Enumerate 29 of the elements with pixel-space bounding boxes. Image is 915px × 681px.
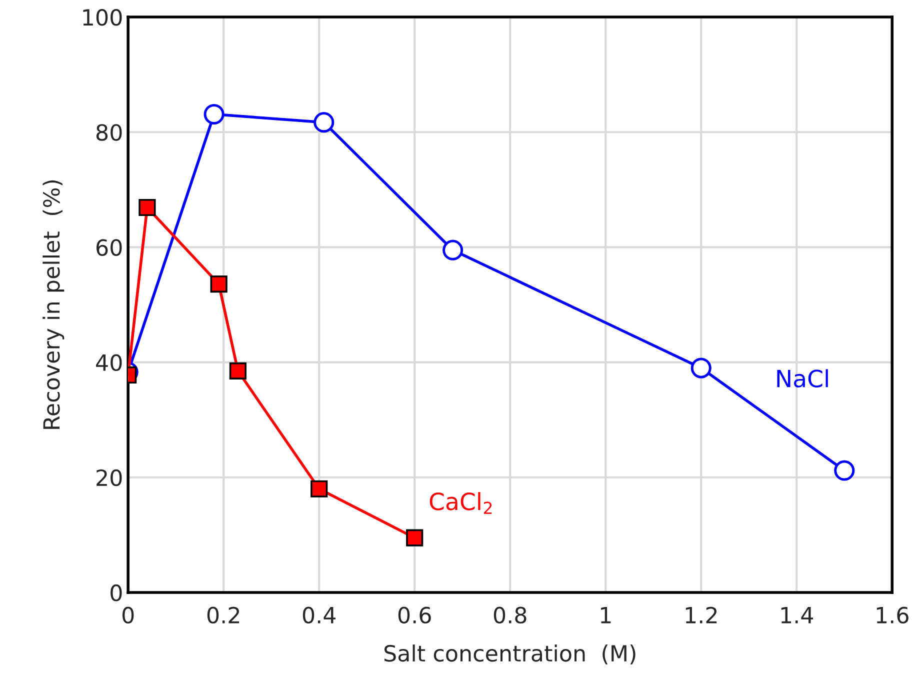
point [210,275,228,293]
y-tick-label: 40 [96,354,122,372]
point [834,460,855,481]
y-tick-label: 20 [96,469,122,486]
x-tick-label: 1.2 [686,606,717,624]
point [310,480,328,498]
x-tick-label: 0.8 [494,606,526,624]
point [229,362,246,380]
x-tick-label: 1.4 [781,607,814,624]
point [442,240,464,260]
point [314,112,334,133]
y-tick-label: 60 [96,239,122,256]
y-tick-label: 80 [96,124,122,141]
x-tick-label: 0 [122,606,134,624]
point [204,104,224,125]
y-tick-label: 100 [83,8,122,26]
point [406,529,424,546]
y-axis-title: Recovery in pellet (%) [42,180,64,429]
x-tick-label: 0.4 [302,606,336,624]
x-tick-label: 0.6 [398,606,431,624]
series-label: NaCl [777,369,828,388]
x-tick-label: 1 [600,607,611,624]
x-axis-title: Salt concentration (M) [384,644,636,664]
series-label: CaCl$_{2}$ [430,492,492,514]
point [690,358,712,378]
point [138,198,156,216]
y-tick-label: 0 [110,584,122,602]
x-tick-label: 1.6 [876,606,908,624]
x-tick-label: 0.2 [207,606,240,624]
